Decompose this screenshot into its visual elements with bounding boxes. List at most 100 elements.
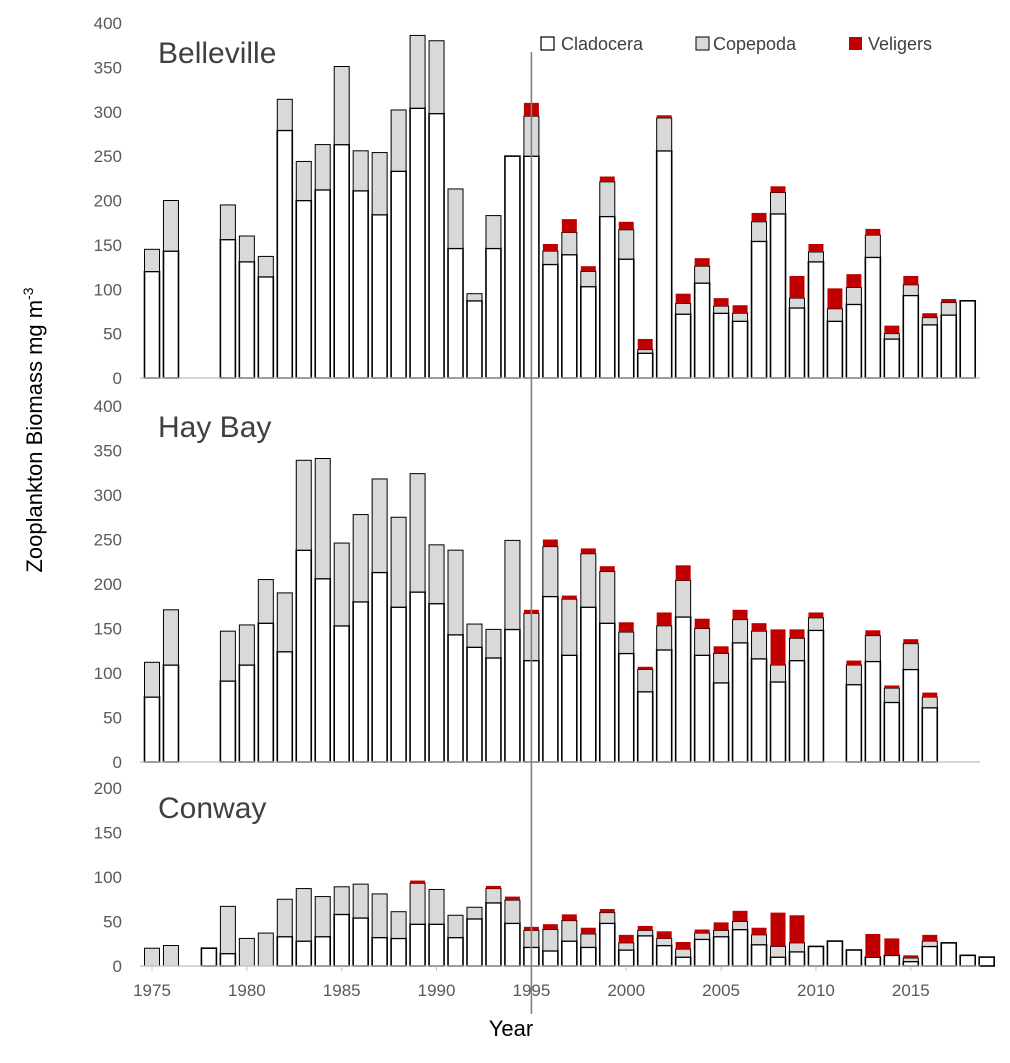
bar-veligers-2009 [789, 915, 805, 943]
bar-copepoda-2008 [770, 192, 787, 215]
bar-veligers-1993 [485, 885, 501, 889]
bar-veligers-1998 [580, 548, 596, 554]
bar-veligers-2017 [941, 299, 957, 303]
y-tick-label: 200 [94, 779, 122, 798]
bar-copepoda-1989 [409, 882, 426, 925]
bar-cladocera-1998 [580, 946, 597, 967]
panel-title: Conway [158, 792, 266, 825]
bar-veligers-2002 [656, 612, 672, 626]
bar-copepoda-2002 [656, 625, 673, 651]
bar-cladocera-2005 [712, 935, 730, 967]
bar-cladocera-2006 [731, 320, 749, 379]
bar-veligers-2000 [618, 622, 634, 633]
bar-copepoda-1976 [162, 200, 179, 252]
bar-cladocera-1983 [295, 940, 313, 967]
y-tick-label: 150 [94, 620, 122, 639]
bar-veligers-2005 [713, 646, 729, 654]
y-tick-label: 250 [94, 531, 122, 550]
bar-cladocera-2015 [902, 960, 920, 967]
bar-veligers-2003 [675, 293, 691, 304]
bar-cladocera-1990 [428, 602, 445, 763]
bar-veligers-1996 [542, 539, 558, 547]
x-tick-label: 1980 [228, 981, 266, 1000]
bar-cladocera-1987 [371, 571, 388, 763]
y-axis-title-superscript: -3 [20, 287, 36, 300]
bar-copepoda-1989 [409, 34, 426, 109]
bar-copepoda-2009 [788, 942, 805, 953]
bar-copepoda-1992 [466, 623, 483, 648]
bar-veligers-1998 [580, 927, 596, 934]
y-tick-label: 100 [94, 868, 122, 887]
bar-copepoda-2003 [675, 948, 692, 958]
bar-cladocera-1999 [598, 622, 616, 763]
bar-copepoda-1987 [371, 478, 388, 573]
bar-copepoda-1985 [333, 886, 350, 915]
bar-cladocera-2013 [864, 956, 882, 967]
bar-copepoda-1996 [542, 929, 559, 952]
bar-copepoda-1979 [219, 204, 236, 241]
bar-copepoda-2009 [788, 637, 805, 662]
bar-copepoda-1975 [144, 947, 160, 967]
y-tick-label: 150 [94, 824, 122, 843]
bar-copepoda-2012 [845, 664, 862, 686]
bar-cladocera-2002 [655, 649, 673, 763]
bar-cladocera-1996 [542, 950, 559, 967]
bar-copepoda-1999 [599, 571, 616, 624]
bar-veligers-1997 [561, 914, 577, 921]
bar-copepoda-1990 [428, 544, 445, 605]
bar-cladocera-2001 [636, 934, 654, 967]
bar-cladocera-1999 [598, 215, 616, 379]
panel-title: Belleville [158, 37, 276, 70]
bar-copepoda-1983 [295, 160, 312, 201]
bar-cladocera-2012 [845, 683, 863, 763]
bar-copepoda-2013 [864, 635, 881, 662]
bar-cladocera-2001 [636, 690, 654, 763]
bar-cladocera-2010 [807, 629, 825, 763]
x-tick-label: 2000 [607, 981, 645, 1000]
bar-cladocera-1979 [219, 680, 237, 763]
bar-veligers-2015 [903, 275, 919, 285]
bar-veligers-2000 [618, 221, 634, 230]
bar-veligers-2010 [808, 612, 824, 618]
bar-cladocera-1987 [371, 213, 388, 379]
bar-copepoda-1993 [485, 215, 502, 249]
bar-veligers-2007 [751, 623, 767, 632]
bar-cladocera-2007 [750, 943, 768, 967]
bar-veligers-1996 [542, 243, 558, 252]
bar-cladocera-1983 [295, 199, 313, 379]
bar-cladocera-2004 [693, 282, 711, 379]
y-tick-label: 150 [94, 236, 122, 255]
bar-copepoda-1982 [276, 98, 293, 131]
bar-veligers-2002 [656, 115, 672, 118]
bar-copepoda-2001 [637, 929, 654, 937]
bar-copepoda-1997 [561, 598, 578, 656]
bar-cladocera-2015 [902, 294, 920, 379]
bar-cladocera-1978 [200, 947, 218, 967]
bar-copepoda-2003 [675, 302, 692, 315]
bar-cladocera-1991 [447, 633, 464, 763]
bar-copepoda-1997 [561, 920, 578, 942]
bar-veligers-1989 [410, 880, 426, 884]
bar-cladocera-2005 [712, 312, 730, 379]
x-tick-label: 1990 [418, 981, 456, 1000]
bar-copepoda-1992 [466, 293, 483, 302]
bar-cladocera-2000 [617, 652, 635, 763]
bar-copepoda-1980 [238, 235, 255, 263]
bar-copepoda-2016 [921, 940, 938, 947]
x-tick-label: 2010 [797, 981, 835, 1000]
bar-copepoda-1979 [219, 905, 236, 955]
bar-copepoda-2014 [883, 333, 900, 340]
bar-veligers-2007 [751, 212, 767, 222]
bar-copepoda-2004 [694, 265, 711, 284]
bar-copepoda-1975 [144, 661, 160, 698]
bar-cladocera-2000 [617, 258, 635, 379]
bar-cladocera-1980 [238, 664, 256, 763]
bar-veligers-2016 [922, 934, 938, 942]
bar-cladocera-1975 [143, 696, 161, 763]
bar-copepoda-1988 [390, 109, 407, 172]
bar-cladocera-2010 [807, 260, 825, 379]
bar-copepoda-1988 [390, 516, 407, 608]
x-tick-label: 2005 [702, 981, 740, 1000]
bar-cladocera-1986 [352, 917, 369, 967]
